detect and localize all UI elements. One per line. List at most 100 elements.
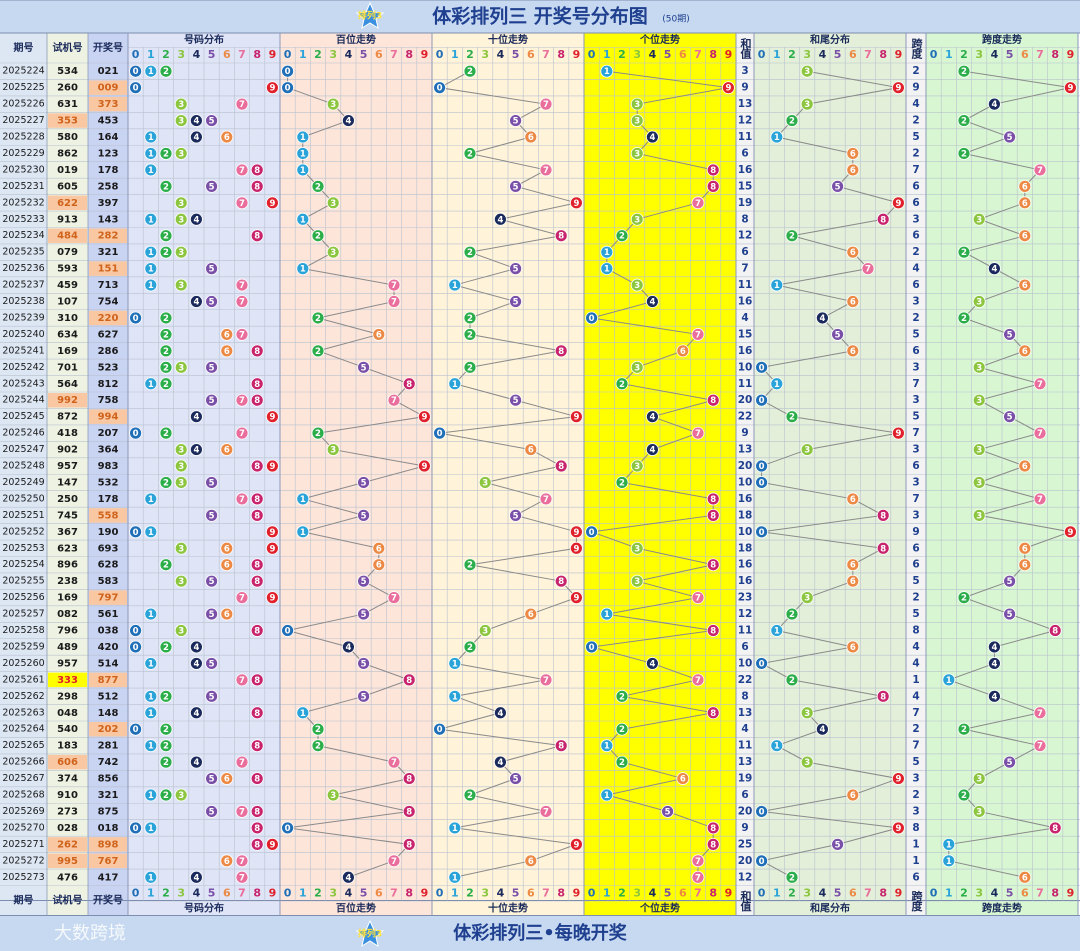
ball bbox=[846, 344, 860, 358]
ball-label: 4 bbox=[991, 643, 997, 653]
ball-label: 8 bbox=[406, 840, 412, 850]
ball bbox=[159, 377, 173, 391]
ball bbox=[235, 163, 249, 177]
column-header: 跨度 bbox=[910, 889, 923, 912]
ball bbox=[1003, 755, 1016, 769]
ball bbox=[250, 344, 264, 358]
ball-label: 6 bbox=[376, 561, 382, 571]
digit-label: 2 bbox=[314, 48, 322, 61]
ball bbox=[988, 689, 1001, 703]
ball-label: 8 bbox=[710, 495, 716, 505]
digit-label: 5 bbox=[512, 887, 520, 900]
ball-label: 6 bbox=[1022, 232, 1028, 242]
digit-label: 8 bbox=[879, 887, 887, 900]
ball-label: 4 bbox=[649, 413, 655, 423]
ball-label: 3 bbox=[178, 281, 184, 291]
ball bbox=[972, 360, 986, 374]
ball-label: 2 bbox=[315, 232, 321, 242]
trial: 418 bbox=[57, 428, 78, 439]
ball bbox=[235, 870, 249, 884]
ball-label: 8 bbox=[254, 627, 260, 637]
ball bbox=[800, 591, 814, 605]
trial: 896 bbox=[57, 560, 78, 571]
ball bbox=[706, 492, 720, 506]
ball bbox=[341, 870, 355, 884]
ball bbox=[1033, 377, 1047, 391]
ball-label: 6 bbox=[224, 610, 230, 620]
period: 2025253 bbox=[2, 543, 44, 554]
ball bbox=[1003, 574, 1016, 588]
ball-label: 6 bbox=[224, 775, 230, 785]
ball-label: 8 bbox=[880, 692, 886, 702]
ball bbox=[570, 525, 583, 539]
ball-label: 7 bbox=[391, 594, 397, 604]
ball bbox=[755, 805, 768, 818]
ball-label: 3 bbox=[178, 363, 184, 373]
ball-label: 2 bbox=[163, 380, 169, 390]
span: 4 bbox=[912, 690, 919, 702]
digit-label: 1 bbox=[147, 887, 155, 900]
ball-label: 8 bbox=[254, 840, 260, 850]
ball bbox=[159, 558, 173, 572]
ball-label: 1 bbox=[148, 149, 154, 159]
ball bbox=[250, 393, 264, 407]
ball-label: 7 bbox=[695, 873, 701, 883]
digit-label: 3 bbox=[975, 48, 983, 61]
highlight bbox=[89, 261, 127, 276]
ball-label: 3 bbox=[178, 446, 184, 456]
ball-label: 7 bbox=[1037, 709, 1043, 719]
digit-label: 5 bbox=[664, 887, 672, 900]
digit-label: 5 bbox=[208, 887, 216, 900]
ball-label: 3 bbox=[804, 67, 810, 77]
draw: 514 bbox=[98, 658, 119, 669]
ball bbox=[570, 541, 583, 555]
ball-label: 6 bbox=[850, 149, 856, 159]
ball bbox=[174, 212, 188, 226]
group-header: 和尾分布 bbox=[809, 33, 850, 46]
ball bbox=[250, 558, 264, 572]
ball-label: 4 bbox=[193, 643, 199, 653]
ball-label: 0 bbox=[437, 84, 443, 94]
ball-label: 5 bbox=[513, 775, 519, 785]
draw: 417 bbox=[98, 872, 119, 883]
span: 9 bbox=[912, 82, 919, 94]
ball bbox=[357, 508, 371, 522]
ball bbox=[144, 212, 158, 226]
ball bbox=[846, 295, 860, 308]
ball bbox=[615, 689, 629, 703]
ball-label: 7 bbox=[543, 807, 549, 817]
digit-label: 4 bbox=[497, 48, 505, 61]
ball bbox=[174, 788, 188, 802]
ball bbox=[174, 443, 188, 456]
ball bbox=[876, 541, 890, 555]
ball-label: 4 bbox=[649, 446, 655, 456]
digit-label: 4 bbox=[345, 48, 353, 61]
ball bbox=[311, 311, 325, 325]
ball bbox=[402, 772, 416, 785]
digit-label: 2 bbox=[466, 887, 474, 900]
ball bbox=[785, 410, 799, 424]
ball bbox=[326, 443, 340, 456]
ball bbox=[1033, 492, 1047, 506]
ball bbox=[630, 360, 644, 374]
group-header: 跨度走势 bbox=[982, 33, 1022, 46]
highlight bbox=[89, 96, 127, 112]
trial: 489 bbox=[57, 642, 78, 653]
digit-label: 9 bbox=[573, 48, 581, 61]
digit-label: 8 bbox=[405, 48, 413, 61]
highlight bbox=[89, 837, 127, 852]
logo: 排列3 bbox=[358, 10, 382, 22]
sum: 12 bbox=[738, 115, 753, 127]
ball bbox=[770, 739, 784, 753]
period: 2025272 bbox=[2, 855, 44, 866]
ball-label: 4 bbox=[193, 133, 199, 143]
ball-label: 9 bbox=[573, 413, 579, 423]
ball-label: 1 bbox=[148, 692, 154, 702]
ball-label: 3 bbox=[804, 594, 810, 604]
ball bbox=[755, 657, 768, 670]
slogan: 体彩排列三•每晚开奖 bbox=[453, 922, 628, 944]
ball bbox=[144, 130, 158, 144]
trial: 250 bbox=[57, 494, 78, 505]
ball-label: 6 bbox=[224, 857, 230, 867]
ball bbox=[800, 706, 814, 720]
